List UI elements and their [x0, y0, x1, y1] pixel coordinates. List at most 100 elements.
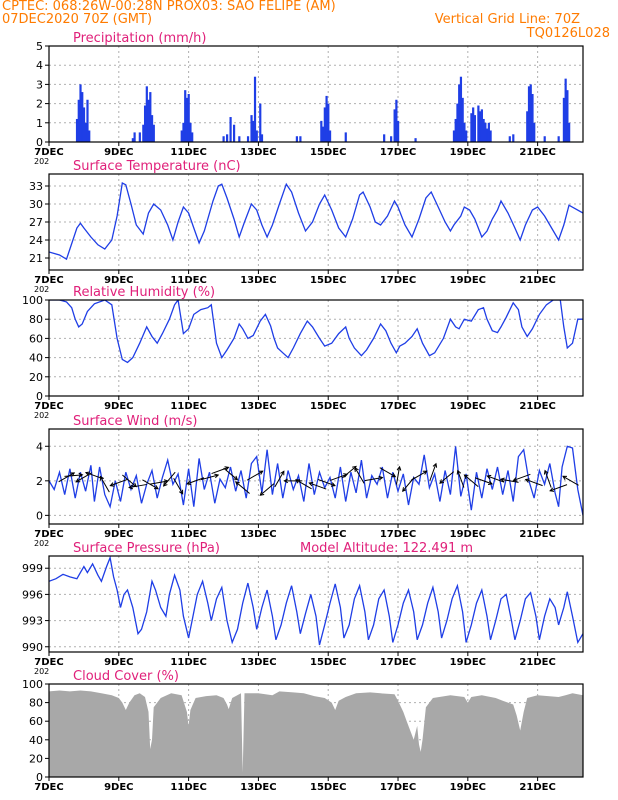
- wind-arrow: [109, 478, 128, 487]
- precip-bar: [454, 118, 457, 142]
- y-tick-label: 80: [29, 313, 43, 326]
- precip-bar: [479, 111, 482, 142]
- y-tick-label: 0: [36, 136, 43, 149]
- panel-frame: [48, 555, 584, 653]
- precip-bar: [147, 99, 150, 142]
- year-fragment: 202: [34, 539, 49, 548]
- precip-bar: [138, 132, 141, 142]
- x-tick-label: 15DEC: [310, 782, 346, 793]
- wind-arrow: [379, 467, 397, 478]
- wind-arrow: [499, 477, 519, 483]
- precip-bar: [383, 134, 386, 142]
- panel-title: Surface Wind (m/s): [73, 414, 197, 429]
- precip-bar: [459, 76, 463, 142]
- model-code: TQ0126L028: [526, 26, 610, 41]
- y-tick-label: 4: [36, 59, 43, 72]
- precip-bar: [325, 95, 328, 142]
- precip-bar: [395, 99, 398, 142]
- precip-bar: [486, 128, 489, 142]
- precip-bar: [508, 136, 511, 142]
- precip-bar: [189, 122, 192, 142]
- x-tick-label: 21DEC: [519, 657, 555, 668]
- precip-bar: [531, 94, 534, 142]
- y-tick-label: 2: [36, 475, 43, 488]
- precip-bar: [187, 94, 190, 142]
- y-tick-label: 2: [36, 98, 43, 111]
- precip-bar: [79, 84, 82, 142]
- wind-arrow: [58, 472, 76, 483]
- series-line: [49, 445, 583, 516]
- x-tick-label: 19DEC: [450, 529, 486, 540]
- run-time-label: 07DEC2020 70Z (GMT): [2, 12, 153, 27]
- wind-arrow: [474, 477, 493, 485]
- precip-bar: [393, 109, 396, 142]
- x-tick-label: 21DEC: [519, 147, 555, 158]
- x-tick-label: 15DEC: [310, 275, 346, 286]
- precip-bar: [533, 122, 536, 142]
- vertical-grid-note: Vertical Grid Line: 70Z: [434, 12, 580, 27]
- wind-arrow: [354, 466, 365, 484]
- precip-bar: [568, 122, 571, 142]
- x-tick-label: 19DEC: [450, 275, 486, 286]
- precip-bar: [327, 103, 330, 142]
- precip-bar: [250, 115, 253, 142]
- wind-arrow: [283, 478, 303, 484]
- x-tick-label: 17DEC: [380, 401, 416, 412]
- x-tick-label: 9DEC: [104, 275, 133, 286]
- x-tick-label: 13DEC: [240, 529, 276, 540]
- precip-bar: [473, 115, 477, 142]
- year-fragment: 202: [34, 285, 49, 294]
- precip-bar: [81, 92, 84, 142]
- precip-bar: [463, 122, 466, 142]
- panel-title: Surface Pressure (hPa): [73, 541, 220, 556]
- x-tick-label: 13DEC: [240, 401, 276, 412]
- y-tick-label: 993: [22, 615, 43, 628]
- precip-bar: [185, 97, 189, 142]
- y-tick-label: 5: [36, 40, 43, 53]
- y-tick-label: 33: [29, 180, 43, 193]
- precip-bar: [150, 115, 154, 142]
- x-tick-label: 11DEC: [170, 275, 206, 286]
- panel-4: Surface Wind (m/s) 0 2 4 7DEC 9DEC 11DEC 13DEC 1…: [34, 414, 584, 548]
- wind-arrow: [295, 479, 312, 490]
- y-tick-label: 1: [36, 117, 43, 130]
- x-tick-label: 19DEC: [450, 782, 486, 793]
- x-tick-label: 21DEC: [519, 275, 555, 286]
- x-tick-label: 9DEC: [104, 657, 133, 668]
- wind-arrow: [364, 475, 384, 482]
- panel-title: Surface Temperature (nC): [73, 159, 241, 174]
- wind-arrow: [395, 465, 402, 485]
- precip-bar: [253, 76, 257, 142]
- precip-bar: [320, 120, 323, 142]
- x-tick-label: 17DEC: [380, 147, 416, 158]
- precip-bar: [456, 103, 459, 142]
- precip-bar: [480, 109, 483, 142]
- y-tick-label: 40: [29, 734, 43, 747]
- x-tick-label: 17DEC: [380, 275, 416, 286]
- x-tick-label: 9DEC: [104, 529, 133, 540]
- wind-arrow: [463, 474, 479, 487]
- series-line: [49, 556, 583, 646]
- precip-bar: [260, 134, 264, 142]
- precip-bar: [414, 138, 417, 142]
- precip-bar: [255, 130, 258, 142]
- y-tick-label: 999: [22, 562, 43, 575]
- wind-arrow: [429, 462, 438, 481]
- wind-arrow: [223, 467, 239, 481]
- x-tick-label: 15DEC: [310, 657, 346, 668]
- wind-arrow: [317, 478, 336, 487]
- precip-bar: [470, 113, 473, 142]
- precip-bar: [143, 105, 147, 142]
- y-tick-label: 0: [36, 771, 43, 784]
- precip-bar: [180, 130, 183, 142]
- precip-bar: [75, 118, 79, 142]
- precip-bar: [564, 78, 567, 142]
- precip-bar: [489, 130, 492, 142]
- x-tick-label: 21DEC: [519, 401, 555, 412]
- precip-bar: [152, 124, 155, 142]
- wind-arrow: [162, 471, 176, 487]
- x-tick-label: 9DEC: [104, 147, 133, 158]
- y-tick-label: 996: [22, 588, 43, 601]
- x-tick-label: 19DEC: [450, 147, 486, 158]
